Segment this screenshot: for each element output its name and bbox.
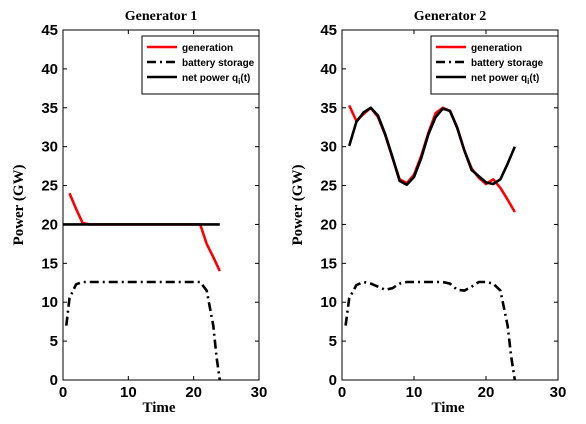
legend-entry: battery storage <box>182 58 255 69</box>
chart-panel-1: Generator 1 0 5 10 15 20 25 30 35 40 45 0 10 20 30 Time… <box>11 9 267 416</box>
y-tick-label: 20 <box>41 216 58 233</box>
series-line-battery <box>65 280 222 381</box>
legend-box <box>430 35 559 95</box>
legend: generation battery storage net power qi(t) <box>141 35 260 95</box>
legend-box <box>141 35 260 95</box>
y-tick-label: 5 <box>329 333 337 350</box>
x-tick-label: 0 <box>338 384 346 401</box>
y-tick-label: 15 <box>320 255 337 272</box>
x-tick-label: 10 <box>406 384 423 401</box>
y-tick-label: 0 <box>329 372 337 389</box>
y-tick-label: 25 <box>320 178 337 195</box>
legend-entry: net power qi(t) <box>471 73 539 86</box>
x-tick-label: 0 <box>59 384 67 401</box>
legend-entry: generation <box>471 43 522 54</box>
chart-title: Generator 2 <box>414 9 486 24</box>
y-tick-label: 45 <box>41 22 58 39</box>
series-line-generation <box>68 192 221 272</box>
x-tick-label: 20 <box>478 384 495 401</box>
y-tick-label: 45 <box>320 22 337 39</box>
y-tick-label: 25 <box>41 178 58 195</box>
y-axis-label: Power (GW) <box>11 165 27 246</box>
y-tick-label: 40 <box>41 61 58 78</box>
y-tick-label: 10 <box>320 294 337 311</box>
x-tick-label: 20 <box>185 384 202 401</box>
y-tick-label: 10 <box>41 294 58 311</box>
chart-panel-2: Generator 2 0 5 10 15 20 25 30 35 40 45 0 10 20 30 Time… <box>290 9 566 416</box>
legend-entry: net power qi(t) <box>182 73 250 86</box>
chart-title: Generator 1 <box>125 9 197 24</box>
plot-area <box>341 29 559 381</box>
y-tick-label: 35 <box>320 100 337 117</box>
legend-entry: battery storage <box>471 58 544 69</box>
legend-entry: generation <box>182 43 233 54</box>
plot-area <box>62 29 260 381</box>
legend: generation battery storage net power qi(t) <box>430 35 559 95</box>
y-tick-label: 30 <box>41 139 58 156</box>
series-line-generation <box>348 104 516 213</box>
series-line-battery <box>344 280 517 381</box>
y-tick-label: 35 <box>41 100 58 117</box>
y-tick-label: 0 <box>50 372 58 389</box>
y-axis-label: Power (GW) <box>290 165 306 246</box>
y-tick-label: 40 <box>320 61 337 78</box>
y-tick-label: 20 <box>320 216 337 233</box>
x-tick-label: 10 <box>120 384 137 401</box>
x-axis-label: Time <box>431 400 464 416</box>
x-tick-label: 30 <box>550 384 567 401</box>
x-axis-label: Time <box>142 400 175 416</box>
x-tick-label: 30 <box>251 384 268 401</box>
y-tick-label: 15 <box>41 255 58 272</box>
y-tick-label: 30 <box>320 139 337 156</box>
series-line-net <box>347 106 516 187</box>
y-tick-label: 5 <box>50 333 58 350</box>
